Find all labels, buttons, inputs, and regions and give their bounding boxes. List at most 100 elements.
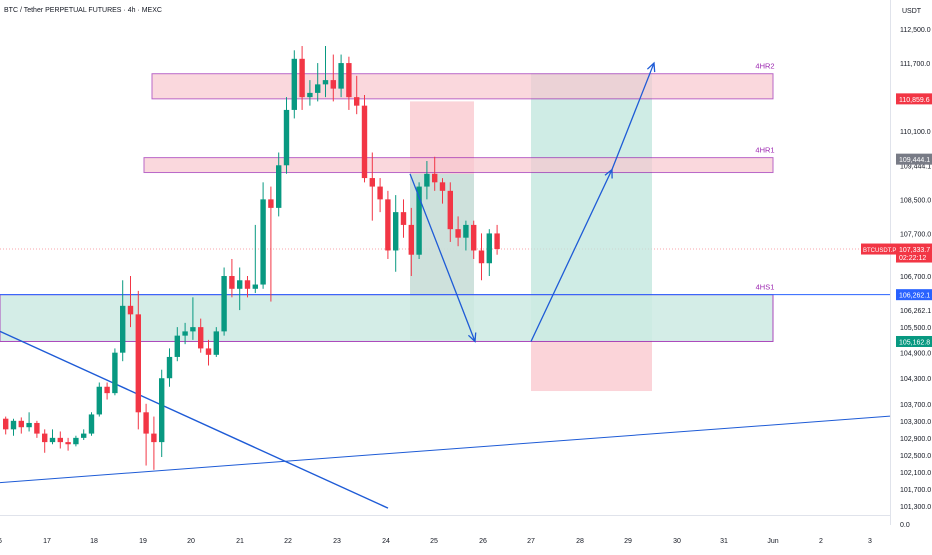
candle-body bbox=[73, 437, 79, 445]
y-tick-label-zero: 0.0 bbox=[900, 522, 910, 529]
y-tick-label: 107,700.0 bbox=[900, 231, 931, 238]
x-tick-label: 21 bbox=[236, 538, 244, 545]
projection-arrow-down bbox=[409, 173, 476, 342]
candle-body bbox=[213, 331, 219, 355]
candle-body bbox=[299, 58, 305, 98]
zone-label-4hr1: 4HR1 bbox=[755, 146, 774, 155]
price-badge bbox=[896, 289, 932, 301]
zone-4hr1 bbox=[143, 157, 774, 174]
projection-arrowhead-up bbox=[646, 61, 656, 73]
y-tick-label: 106,700.0 bbox=[900, 274, 931, 281]
x-tick-label: 31 bbox=[720, 538, 728, 545]
candle-body bbox=[315, 84, 321, 93]
y-tick-label: 102,100.0 bbox=[900, 470, 931, 477]
long-position-risk-box bbox=[531, 341, 652, 392]
candle-body bbox=[494, 233, 500, 250]
x-tick-label: 30 bbox=[673, 538, 681, 545]
price-badge-label: 105,162.8 bbox=[899, 339, 930, 346]
candle-body bbox=[455, 229, 461, 238]
candle-body bbox=[463, 224, 469, 238]
candle-body bbox=[81, 433, 87, 438]
candle-body bbox=[49, 437, 56, 443]
candle-body bbox=[26, 422, 32, 428]
y-tick-label: 102,900.0 bbox=[900, 436, 931, 443]
candle-body bbox=[354, 97, 360, 106]
x-tick-label: 26 bbox=[479, 538, 487, 545]
last-price-badge bbox=[896, 243, 932, 263]
candle-body bbox=[361, 105, 368, 179]
candle-body bbox=[135, 314, 141, 413]
chart-title: BTC / Tether PERPETUAL FUTURES · 4h · ME… bbox=[4, 7, 162, 14]
candle-body bbox=[416, 186, 422, 255]
x-tick-label: 18 bbox=[90, 538, 98, 545]
candle-body bbox=[57, 437, 63, 443]
descending-trendline bbox=[0, 330, 389, 509]
zone-label-4hs1: 4HS1 bbox=[756, 283, 775, 292]
candle-body bbox=[307, 92, 313, 98]
x-tick-label: 24 bbox=[382, 538, 390, 545]
candle-body bbox=[159, 378, 165, 443]
y-tick-label: 103,300.0 bbox=[900, 419, 931, 426]
candle-body bbox=[182, 331, 188, 336]
price-badge bbox=[896, 335, 932, 347]
candle-body bbox=[432, 173, 438, 183]
zone-label-4hr2: 4HR2 bbox=[755, 62, 774, 71]
candle-body bbox=[268, 199, 274, 208]
candle-body bbox=[229, 276, 235, 289]
candle-body bbox=[322, 80, 329, 85]
zone-4hr2 bbox=[151, 73, 774, 100]
y-tick-label: 112,500.0 bbox=[900, 27, 931, 34]
candle-body bbox=[478, 250, 485, 264]
y-tick-label: 108,500.0 bbox=[900, 197, 931, 204]
price-badge-label: 106,262.1 bbox=[899, 293, 930, 300]
candle-body bbox=[120, 305, 126, 353]
candle-body bbox=[3, 418, 9, 430]
candle-body bbox=[330, 80, 336, 89]
y-tick-label: 110,100.0 bbox=[900, 129, 931, 136]
x-tick-label: 19 bbox=[139, 538, 147, 545]
x-tick-label: 27 bbox=[527, 538, 535, 545]
candle-body bbox=[18, 420, 24, 428]
y-tick-label: 102,500.0 bbox=[900, 453, 931, 460]
y-tick-label: 104,300.0 bbox=[900, 376, 931, 383]
candle-body bbox=[96, 386, 102, 415]
candle-body bbox=[237, 280, 243, 289]
candle-body bbox=[166, 356, 173, 379]
price-badge-label: 109,444.1 bbox=[899, 157, 930, 164]
y-tick-label: 105,500.0 bbox=[900, 325, 931, 332]
candle-body bbox=[127, 305, 134, 315]
symbol-badge-label: BTCUSDT.P bbox=[863, 248, 896, 254]
y-tick-label: 111,700.0 bbox=[900, 61, 930, 68]
candle-body bbox=[65, 442, 71, 445]
y-tick-label: 103,700.0 bbox=[900, 402, 931, 409]
y-tick-label: 101,700.0 bbox=[900, 487, 931, 494]
y-tick-label: 101,300.0 bbox=[900, 504, 931, 511]
x-tick-label: Jun bbox=[767, 538, 778, 545]
candle-body bbox=[88, 414, 95, 434]
candle-body bbox=[393, 212, 399, 251]
x-tick-label: 20 bbox=[187, 538, 195, 545]
candle-body bbox=[369, 178, 375, 187]
candle-body bbox=[42, 433, 48, 443]
candle-body bbox=[174, 335, 180, 357]
candle-body bbox=[276, 165, 282, 208]
x-tick-label: 28 bbox=[576, 538, 584, 545]
y-tick-label: 104,900.0 bbox=[900, 351, 931, 358]
x-tick-label: 16 bbox=[0, 538, 2, 545]
x-tick-label: 23 bbox=[333, 538, 341, 545]
candle-body bbox=[346, 63, 352, 98]
candle-body bbox=[291, 58, 297, 110]
candle-body bbox=[338, 63, 344, 89]
price-badge bbox=[896, 153, 932, 165]
x-tick-label: 22 bbox=[284, 538, 292, 545]
candle-body bbox=[377, 186, 383, 200]
candle-body bbox=[385, 199, 391, 251]
x-tick-label: 2 bbox=[819, 538, 823, 545]
candle-body bbox=[143, 412, 149, 434]
ascending-trendline bbox=[0, 415, 891, 484]
candle-body bbox=[244, 280, 251, 289]
x-tick-label: 25 bbox=[430, 538, 438, 545]
candle-body bbox=[190, 327, 196, 332]
